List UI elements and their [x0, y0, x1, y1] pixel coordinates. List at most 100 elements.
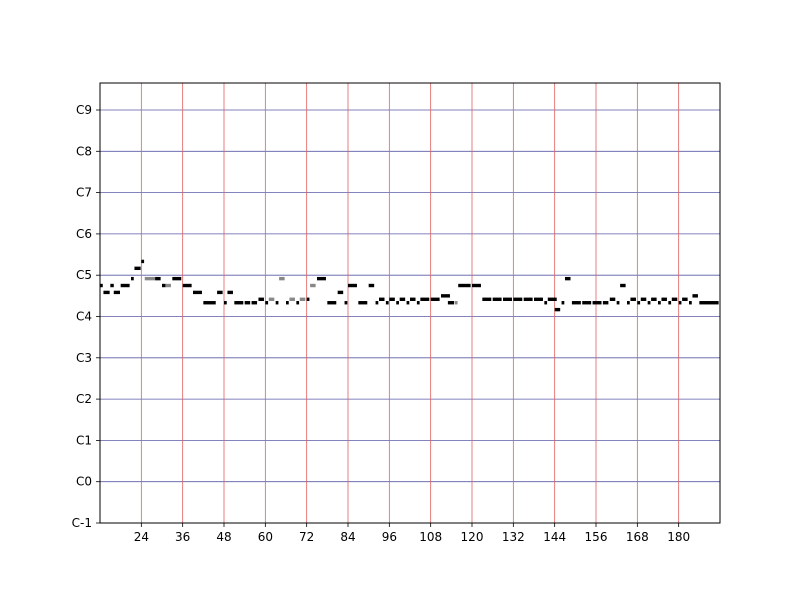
note: [441, 294, 450, 298]
y-tick-label: C5: [76, 268, 92, 282]
x-tick-label: 60: [258, 530, 273, 544]
note: [565, 276, 571, 281]
note: [482, 297, 492, 301]
note: [317, 276, 326, 281]
note: [144, 276, 156, 281]
note: [682, 297, 688, 301]
note: [620, 283, 626, 288]
note-events: [100, 259, 719, 312]
note: [416, 301, 420, 305]
note: [699, 301, 719, 305]
note: [265, 301, 269, 305]
note: [627, 301, 630, 305]
y-tick-label: C4: [76, 310, 92, 324]
note: [472, 283, 481, 288]
note: [547, 297, 557, 301]
note: [141, 259, 145, 264]
note: [299, 297, 306, 301]
note: [668, 301, 672, 305]
x-tick-label: 120: [461, 530, 484, 544]
note: [406, 301, 410, 305]
note: [234, 301, 244, 305]
note: [344, 301, 348, 305]
y-tick-label: C9: [76, 103, 92, 117]
note: [582, 301, 592, 305]
note: [637, 301, 641, 305]
x-tick-label: 132: [502, 530, 525, 544]
note: [193, 290, 202, 295]
plot-frame: [99, 82, 721, 524]
note: [379, 297, 385, 301]
note: [534, 297, 543, 301]
note: [375, 301, 379, 305]
note: [162, 283, 166, 288]
note: [389, 297, 395, 301]
note: [113, 290, 120, 295]
note: [227, 290, 233, 295]
note: [120, 283, 130, 288]
note: [337, 290, 344, 295]
note: [358, 301, 368, 305]
note: [286, 301, 289, 305]
x-tick-label: 180: [667, 530, 690, 544]
x-tick-label: 96: [382, 530, 397, 544]
note: [513, 297, 523, 301]
y-tick-label: C3: [76, 351, 92, 365]
note: [399, 297, 406, 301]
note: [268, 297, 275, 301]
note: [571, 301, 581, 305]
y-tick-label: C-1: [72, 516, 92, 530]
note: [609, 297, 616, 301]
note: [155, 276, 161, 281]
x-tick-label: 72: [299, 530, 314, 544]
note: [165, 283, 171, 288]
note: [172, 276, 182, 281]
note: [368, 283, 375, 288]
note: [296, 301, 300, 305]
note: [327, 301, 337, 305]
note: [689, 301, 692, 305]
y-axis-ticks: C-1 C0 C1 C2 C3 C4 C5 C6 C7 C8 C9: [72, 103, 100, 530]
note: [616, 301, 620, 305]
x-tick-label: 144: [543, 530, 566, 544]
x-tick-label: 48: [216, 530, 231, 544]
note: [100, 283, 103, 288]
note: [430, 297, 440, 301]
note: [447, 301, 455, 305]
note: [103, 290, 110, 295]
note: [554, 307, 561, 312]
note: [454, 301, 458, 305]
note: [544, 301, 548, 305]
note: [258, 297, 264, 301]
note: [503, 297, 512, 301]
x-tick-label: 24: [134, 530, 149, 544]
note: [602, 301, 609, 305]
note: [692, 294, 698, 298]
note: [678, 301, 682, 305]
note: [592, 301, 602, 305]
x-tick-label: 84: [340, 530, 355, 544]
y-tick-label: C7: [76, 186, 92, 200]
note: [224, 301, 227, 305]
note: [279, 276, 285, 281]
note: [458, 283, 471, 288]
note: [396, 301, 399, 305]
note: [275, 301, 279, 305]
note: [348, 283, 357, 288]
x-axis-ticks: 24 36 48 60 72 84 96 108 120 132 144 156 168 180: [134, 523, 690, 544]
note: [110, 283, 114, 288]
y-tick-label: C6: [76, 227, 92, 241]
note: [640, 297, 647, 301]
note: [661, 297, 667, 301]
note: [410, 297, 416, 301]
x-tick-label: 36: [175, 530, 190, 544]
note: [647, 301, 651, 305]
note: [306, 297, 310, 301]
note: [134, 266, 141, 271]
x-tick-label: 168: [626, 530, 649, 544]
note: [420, 297, 430, 301]
x-tick-label: 108: [419, 530, 442, 544]
note: [289, 297, 295, 301]
note: [523, 297, 533, 301]
